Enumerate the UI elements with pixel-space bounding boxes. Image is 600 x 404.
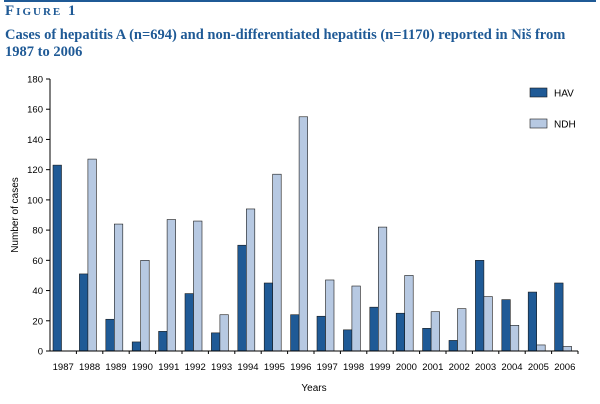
axes-group: 0 20 40 60 80 100 120 140 160 180 1987 1988 1989 1990…	[27, 75, 579, 373]
y-axis-label: Number of cases	[10, 177, 21, 253]
x-tick-label-1988: 1988	[79, 362, 100, 373]
x-tick-label-2002: 2002	[449, 362, 470, 373]
bar-ndh-1998	[351, 285, 361, 352]
y-tick-label-120: 120	[27, 165, 43, 176]
bar-ndh-1996	[298, 116, 308, 352]
bar-ndh-1999	[377, 226, 388, 352]
legend-label-ndh: NDH	[554, 120, 576, 131]
bar-ndh-1992	[193, 220, 203, 352]
bar-hav-1990	[131, 341, 141, 352]
bar-hav-2005	[527, 291, 538, 352]
bar-ndh-2001	[430, 311, 440, 352]
figure-title: Cases of hepatitis A (n=694) and non-dif…	[5, 27, 566, 60]
x-tick-label-1998: 1998	[343, 362, 364, 373]
x-tick-label-1987: 1987	[53, 362, 74, 373]
bar-ndh-1989	[114, 223, 124, 352]
bar-ndh-2003	[483, 296, 493, 352]
bar-hav-1999	[369, 306, 379, 352]
bar-hav-1989	[105, 318, 115, 352]
bar-ndh-1994	[246, 208, 256, 352]
x-tick-label-1990: 1990	[132, 362, 153, 373]
y-tick-label-40: 40	[32, 286, 43, 297]
bars-group	[52, 116, 572, 352]
bar-hav-1998	[343, 329, 353, 352]
legend-swatch-hav	[529, 87, 548, 98]
x-axis-label: Years	[301, 383, 326, 394]
y-tick-label-20: 20	[32, 316, 43, 327]
x-tick-label-2003: 2003	[475, 362, 496, 373]
x-tick-label-2000: 2000	[396, 362, 417, 373]
x-tick-label-1989: 1989	[105, 362, 126, 373]
y-tick-label-60: 60	[32, 256, 43, 267]
x-tick-label-2004: 2004	[501, 362, 522, 373]
bar-hav-1987	[52, 164, 62, 352]
bar-hav-2002	[448, 340, 458, 352]
legend-label-hav: HAV	[554, 89, 574, 100]
bar-ndh-1991	[166, 219, 176, 352]
bar-ndh-2004	[509, 325, 520, 352]
x-tick-label-1997: 1997	[317, 362, 338, 373]
x-tick-label-1993: 1993	[211, 362, 232, 373]
x-tick-label-1996: 1996	[290, 362, 311, 373]
bar-hav-1996	[290, 314, 300, 352]
x-tick-label-1992: 1992	[185, 362, 206, 373]
figure-label: Figure 1	[5, 3, 78, 19]
x-tick-label-2005: 2005	[528, 362, 549, 373]
bar-ndh-2006	[562, 346, 572, 352]
x-tick-label-1994: 1994	[237, 362, 258, 373]
bar-ndh-1993	[219, 314, 229, 352]
bar-ndh-2005	[536, 344, 546, 352]
bar-ndh-2000	[404, 275, 414, 352]
bar-hav-1991	[158, 331, 168, 352]
bar-hav-2006	[554, 282, 564, 352]
bar-hav-2004	[501, 299, 511, 352]
bar-ndh-2002	[457, 308, 467, 352]
bar-ndh-1995	[272, 173, 282, 352]
bar-hav-1988	[79, 273, 89, 352]
bar-ndh-1990	[140, 260, 150, 352]
x-tick-label-2006: 2006	[554, 362, 575, 373]
bar-hav-2000	[395, 312, 406, 352]
x-tick-label-1991: 1991	[158, 362, 179, 373]
bar-hav-1992	[184, 293, 194, 352]
bar-hav-1995	[263, 282, 274, 352]
legend: HAV NDH	[529, 87, 576, 131]
bar-hav-2003	[475, 260, 485, 352]
x-tick-label-1999: 1999	[369, 362, 390, 373]
header-rule	[4, 0, 596, 2]
bar-ndh-1997	[325, 279, 335, 352]
legend-swatch-ndh	[529, 118, 548, 129]
y-tick-label-160: 160	[27, 105, 43, 116]
bar-hav-1993	[211, 332, 221, 352]
bar-hav-2001	[422, 328, 432, 352]
y-tick-label-140: 140	[27, 135, 43, 146]
y-tick-label-80: 80	[32, 226, 43, 237]
x-tick-label-2001: 2001	[422, 362, 443, 373]
x-tick-label-1995: 1995	[264, 362, 285, 373]
bar-hav-1994	[237, 244, 247, 352]
bar-ndh-1988	[87, 158, 97, 352]
y-tick-label-0: 0	[38, 347, 43, 358]
y-tick-label-180: 180	[27, 75, 43, 86]
y-tick-label-100: 100	[27, 195, 43, 206]
bar-hav-1997	[316, 315, 326, 352]
